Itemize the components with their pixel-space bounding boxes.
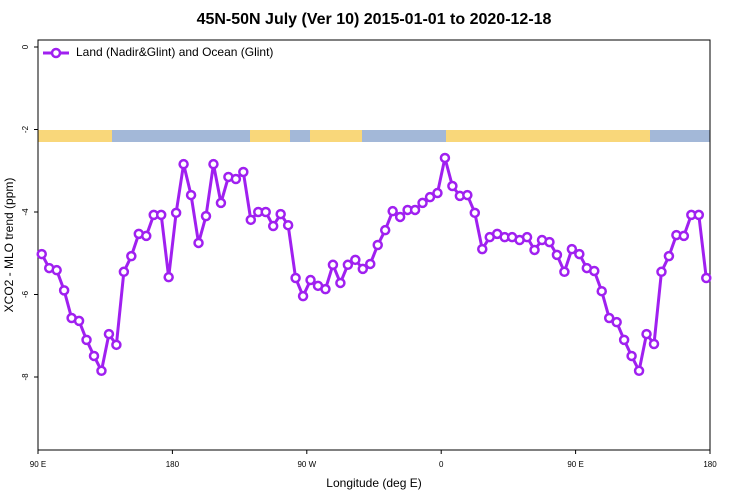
data-point — [178, 158, 189, 170]
data-point — [439, 152, 451, 164]
data-point — [260, 206, 271, 218]
legend-label: Land (Nadir&Glint) and Ocean (Glint) — [76, 45, 273, 59]
data-point — [58, 285, 70, 296]
data-point — [559, 266, 570, 278]
data-point — [521, 231, 533, 243]
data-point — [447, 180, 458, 192]
data-point — [424, 191, 436, 203]
data-point — [51, 264, 62, 276]
y-tick-label: 0 — [21, 44, 30, 49]
data-point — [648, 338, 660, 350]
y-axis-label: XCO2 - MLO trend (ppm) — [2, 178, 16, 313]
data-point — [111, 339, 122, 351]
data-point — [141, 230, 152, 242]
data-point — [305, 274, 316, 286]
y-tick-label: -4 — [21, 208, 30, 216]
data-point — [126, 250, 137, 262]
data-point — [633, 365, 645, 377]
data-point — [282, 219, 294, 231]
data-point — [544, 236, 555, 248]
data-point — [36, 248, 47, 260]
data-point — [574, 248, 585, 260]
data-point — [290, 272, 301, 284]
data-point — [387, 205, 398, 217]
land-ocean-strip — [38, 130, 710, 142]
data-point — [170, 207, 182, 219]
x-axis-label: Longitude (deg E) — [326, 476, 421, 490]
data-point — [118, 266, 130, 278]
y-tick-label: -2 — [21, 125, 30, 133]
data-point — [432, 187, 443, 199]
data-point — [409, 204, 421, 216]
y-tick-label: -8 — [21, 373, 30, 381]
data-point — [163, 271, 174, 283]
data-point — [641, 328, 652, 340]
data-point — [200, 210, 212, 222]
data-point — [155, 209, 167, 221]
data-point — [379, 224, 391, 236]
plot-frame — [37, 39, 711, 451]
chart-title: 45N-50N July (Ver 10) 2015-01-01 to 2020… — [197, 11, 552, 28]
x-tick-label: 90 W — [297, 460, 316, 469]
data-point — [462, 189, 473, 201]
data-point — [215, 197, 227, 209]
data-point — [335, 277, 346, 289]
data-point — [529, 244, 540, 256]
x-tick-label: 180 — [166, 460, 180, 469]
data-point — [320, 283, 331, 295]
data-point — [238, 166, 249, 178]
data-point — [589, 265, 600, 277]
data-point — [626, 350, 637, 362]
y-tick-label: -6 — [21, 290, 30, 298]
data-point — [193, 237, 204, 249]
data-point — [327, 259, 339, 271]
data-point — [342, 259, 354, 271]
data-point — [88, 350, 100, 362]
data-point — [469, 207, 481, 219]
data-point — [357, 263, 369, 275]
data-point — [596, 285, 607, 297]
x-tick-label: 90 E — [567, 460, 583, 469]
x-tick-label: 0 — [439, 460, 444, 469]
data-point — [350, 254, 361, 266]
data-point — [566, 243, 578, 255]
x-tick-label: 90 E — [30, 460, 46, 469]
legend-marker — [50, 47, 62, 59]
data-point — [365, 258, 376, 270]
data-point — [73, 315, 85, 327]
data-point — [701, 272, 712, 284]
data-point — [693, 209, 705, 221]
data-point — [208, 158, 219, 170]
data-point — [245, 214, 257, 226]
x-tick-label: 180 — [703, 460, 717, 469]
data-point — [611, 316, 622, 328]
data-point — [417, 197, 428, 209]
data-point — [96, 365, 107, 377]
data-point — [656, 266, 667, 278]
data-point — [230, 173, 242, 185]
data-point — [103, 328, 115, 340]
data-point — [267, 220, 279, 232]
data-point — [618, 334, 630, 346]
data-point — [185, 189, 197, 201]
data-point — [678, 230, 690, 242]
data-point — [297, 290, 309, 302]
data-point — [275, 208, 286, 220]
data-point — [663, 250, 675, 262]
data-point — [477, 243, 488, 255]
data-point — [603, 312, 615, 324]
data-point — [394, 211, 406, 223]
data-point — [372, 239, 383, 251]
data-point — [551, 249, 563, 261]
data-point — [81, 334, 92, 346]
